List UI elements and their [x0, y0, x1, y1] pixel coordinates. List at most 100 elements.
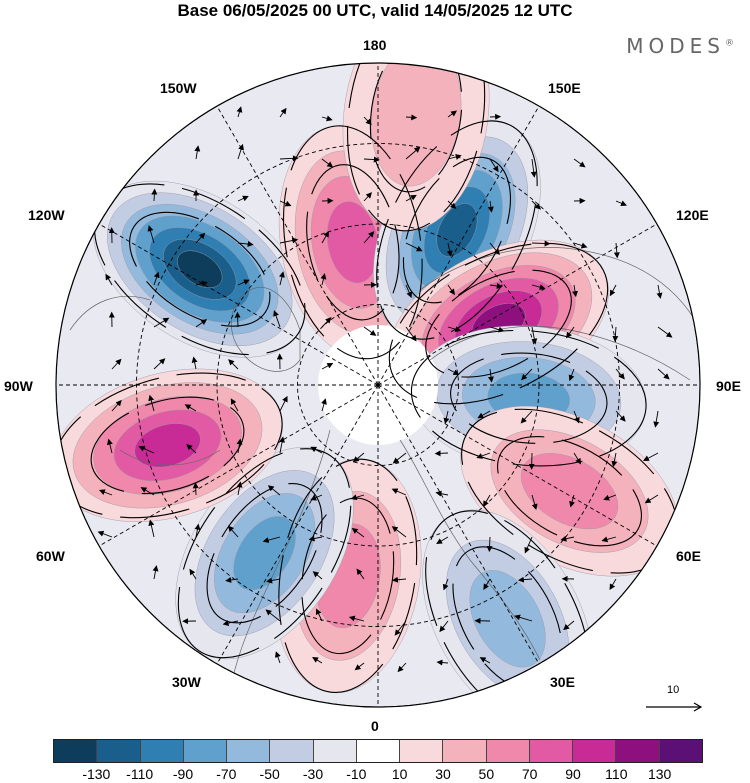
colorbar-tick-label: 110: [605, 766, 628, 782]
wind-arrow: [236, 481, 243, 496]
meridian-line: [377, 105, 540, 386]
wind-arrow: [195, 280, 208, 287]
wind-arrow: [517, 576, 533, 583]
wind-arrow: [531, 326, 538, 345]
wind-arrow: [237, 279, 250, 286]
wind-arrow: [363, 326, 377, 336]
streamline: [402, 156, 511, 304]
wind-arrow: [391, 488, 407, 496]
wind-arrow: [184, 404, 197, 412]
wind-arrow: [186, 444, 197, 454]
wind-arrow: [321, 230, 330, 244]
wind-arrow: [615, 368, 625, 380]
map-title: Base 06/05/2025 00 UTC, valid 14/05/2025…: [177, 1, 573, 20]
wind-arrow: [656, 284, 663, 299]
wind-arrow: [153, 271, 160, 286]
colorbar-swatch: [140, 740, 184, 762]
wind-arrow: [486, 536, 493, 553]
wind-arrow: [405, 242, 423, 252]
wind-arrow: [312, 657, 323, 664]
wind-arrow: [279, 436, 285, 454]
streamline: [90, 396, 245, 495]
wind-arrow: [657, 326, 673, 338]
colorbar-tick-label: 50: [478, 766, 495, 782]
coastline: [231, 287, 301, 372]
wind-arrow: [531, 240, 551, 247]
wind-arrow: [615, 200, 627, 207]
wind-arrow: [397, 662, 407, 673]
coastline: [429, 325, 691, 381]
wind-arrow: [612, 326, 619, 342]
colorbar-swatch: [356, 740, 401, 762]
wind-arrow: [609, 284, 617, 297]
wind-arrow: [572, 284, 578, 298]
lon-label-180: 180: [363, 37, 387, 53]
wind-arrow: [434, 450, 449, 457]
wind-arrow: [483, 494, 491, 507]
lon-label-30e: 30E: [550, 674, 575, 690]
streamline: [301, 497, 395, 655]
anomaly-field: [56, 63, 679, 707]
wind-arrow: [237, 195, 249, 202]
wind-arrow: [483, 578, 491, 590]
wind-arrow: [521, 368, 533, 381]
wind-arrow: [279, 200, 292, 207]
wind-arrow: [279, 395, 288, 412]
wind-arrow: [236, 438, 243, 454]
wind-arrow: [111, 358, 122, 370]
wind-arrow: [191, 356, 198, 370]
colorbar-swatch: [400, 740, 444, 762]
wind-arrow: [405, 146, 421, 160]
reference-vector: 10: [644, 684, 706, 716]
lon-label-150e: 150E: [548, 80, 581, 96]
wind-arrow: [530, 158, 537, 178]
colorbar-swatch: [573, 740, 617, 762]
colorbar-swatch: [486, 740, 530, 762]
wind-arrow: [531, 284, 546, 291]
wind-arrow: [97, 530, 113, 538]
wind-arrow: [439, 620, 449, 633]
streamline: [347, 63, 486, 232]
lon-label-120e: 120E: [676, 207, 709, 223]
coastline: [119, 449, 221, 466]
wind-arrow: [487, 200, 494, 213]
wind-arrow: [405, 114, 418, 121]
wind-arrow: [189, 568, 197, 580]
wind-arrow: [279, 237, 299, 244]
wind-arrow: [531, 200, 542, 210]
flow-streamlines: [56, 63, 678, 707]
wind-arrow: [98, 489, 113, 496]
colorbar-swatch: [659, 740, 702, 762]
meridian-line: [377, 223, 658, 386]
meridian-line: [98, 384, 379, 547]
wind-arrow: [148, 519, 155, 538]
wind-arrow: [657, 368, 670, 380]
colorbar-tick-label: -10: [346, 766, 367, 782]
wind-arrow: [531, 494, 538, 511]
streamline: [129, 211, 271, 327]
wind-arrow: [643, 452, 659, 461]
wind-arrow: [447, 154, 462, 160]
streamline: [177, 448, 352, 659]
wind-arrow: [348, 615, 365, 622]
streamline: [425, 269, 572, 378]
lon-label-0: 0: [371, 718, 379, 734]
wind-arrow: [613, 242, 620, 259]
meridian-line: [216, 105, 379, 386]
wind-arrow: [436, 536, 449, 544]
wind-arrow: [321, 362, 334, 370]
colorbar-swatch: [529, 740, 574, 762]
wind-arrow: [153, 358, 166, 370]
reference-arrow-icon: [646, 702, 703, 712]
registered-mark: ®: [725, 38, 734, 49]
colorbar-swatch: [443, 740, 487, 762]
wind-arrow: [275, 651, 281, 664]
wind-arrow: [653, 410, 660, 428]
wind-arrow: [194, 145, 201, 160]
colorbar-tick-label: -110: [126, 766, 154, 782]
anomaly-canada-high: [56, 368, 283, 523]
lon-label-90w: 90W: [4, 378, 33, 394]
colorbar-tick-label: 70: [521, 766, 538, 782]
wind-arrow: [560, 535, 575, 542]
